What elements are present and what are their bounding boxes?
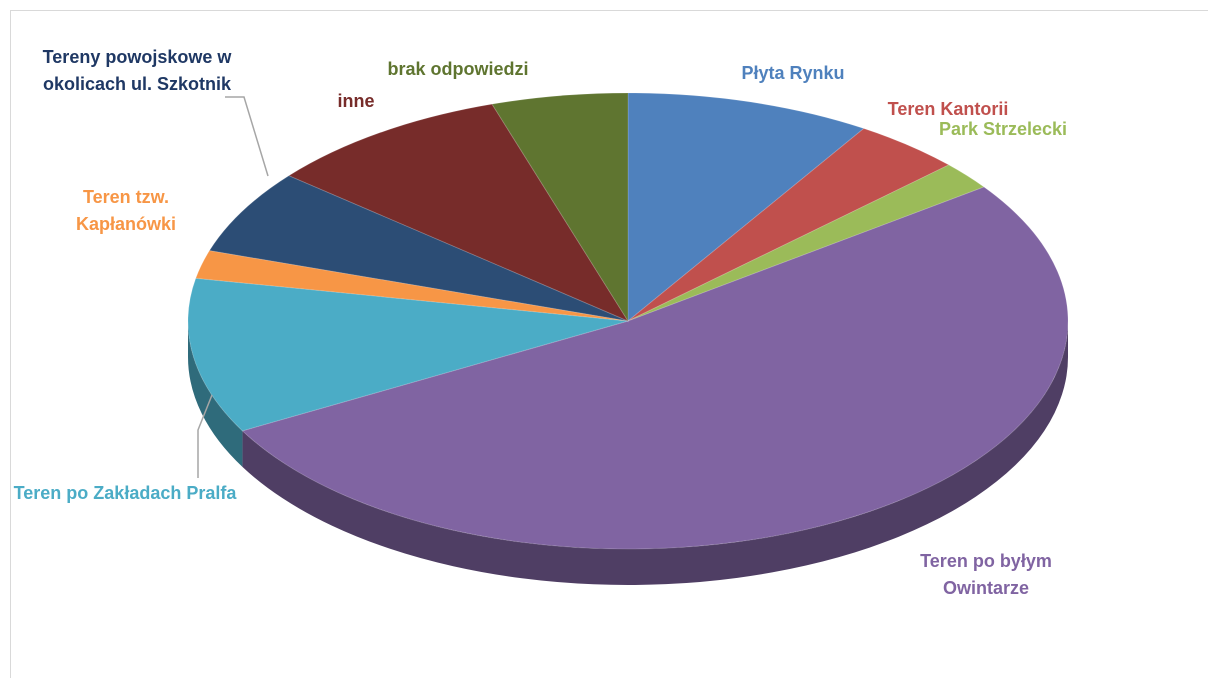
slice-label: Teren po Zakładach Pralfa <box>13 483 237 503</box>
slice-side <box>188 321 243 467</box>
slice <box>627 92 865 323</box>
slice <box>491 92 629 323</box>
slice-label: brak odpowiedzi <box>387 59 529 79</box>
slice-label: Teren po byłym Owintarze <box>920 551 1052 598</box>
slice <box>627 164 986 322</box>
slice <box>187 277 629 432</box>
tops <box>187 92 1069 550</box>
slice-label: inne <box>337 91 375 111</box>
slice-label: Płyta Rynku <box>741 63 845 83</box>
slice-side <box>242 321 1069 585</box>
slice-label: Teren Kantorii <box>887 99 1009 119</box>
slice <box>241 186 1069 550</box>
slice-label: Teren tzw. Kapłanówki <box>75 187 177 234</box>
slice-label: Tereny powojskowe w okolicach ul. Szkotn… <box>42 47 232 94</box>
leader-line <box>197 394 213 478</box>
slice <box>195 249 629 322</box>
frame <box>10 10 1208 678</box>
sides <box>188 321 1069 585</box>
slice <box>208 175 629 322</box>
leader-line <box>225 96 269 177</box>
slice <box>287 103 630 323</box>
slice-label: Park Strzelecki <box>938 119 1068 139</box>
slice <box>627 127 950 322</box>
